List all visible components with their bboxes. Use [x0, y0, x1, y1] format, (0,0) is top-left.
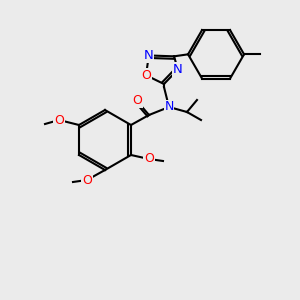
Text: O: O: [82, 173, 92, 187]
Text: O: O: [144, 152, 154, 166]
Text: O: O: [132, 94, 142, 107]
Text: O: O: [141, 69, 151, 82]
Text: O: O: [54, 113, 64, 127]
Text: N: N: [144, 49, 154, 62]
Text: N: N: [173, 63, 183, 76]
Text: N: N: [164, 100, 174, 113]
